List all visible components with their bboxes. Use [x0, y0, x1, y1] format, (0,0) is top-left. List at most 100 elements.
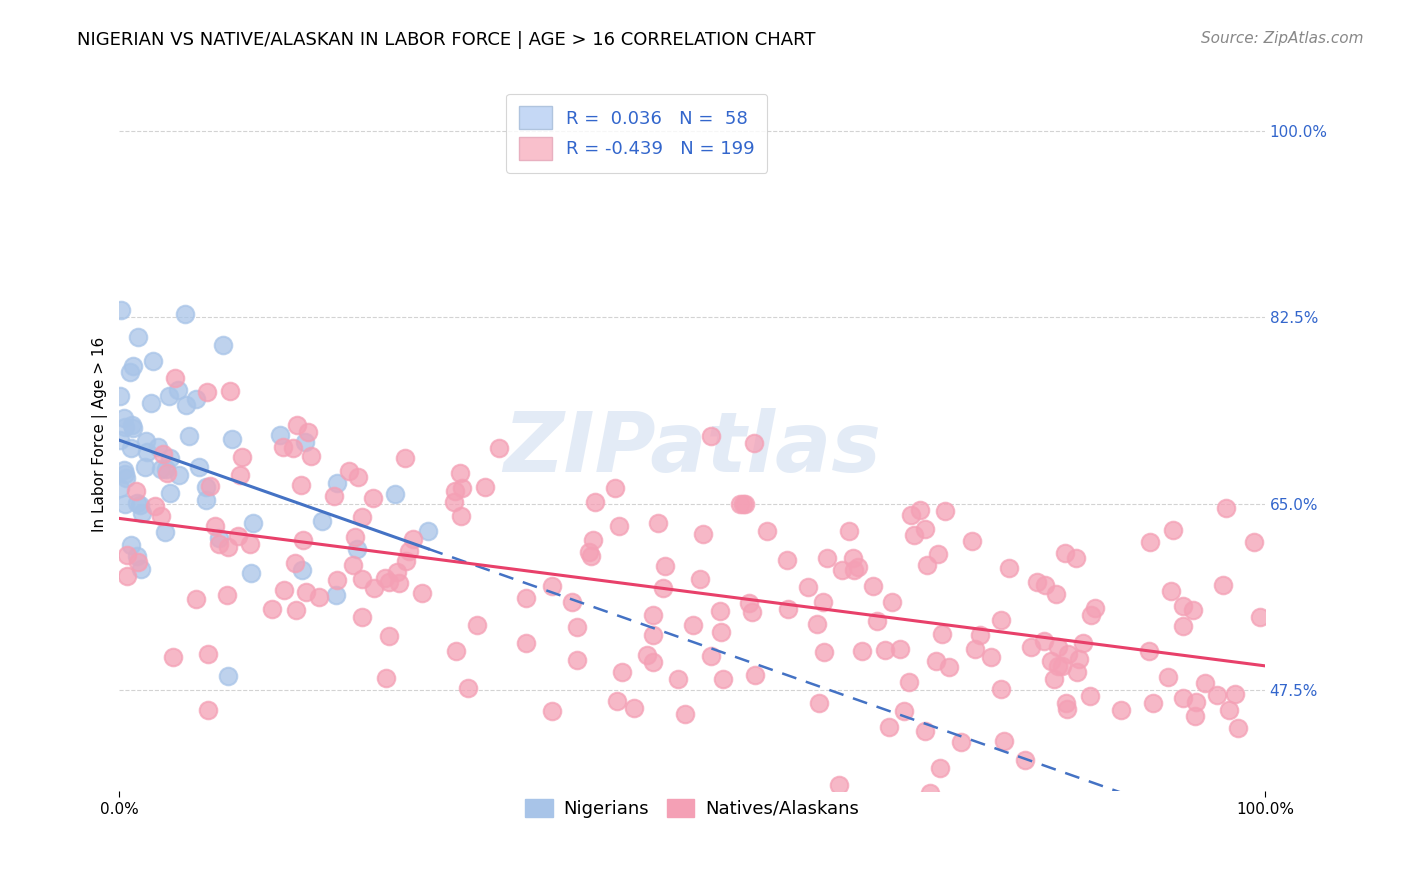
Point [934, 504, 956, 518]
Point [1243, 535, 1265, 549]
Point [136, 445, 159, 459]
Point [1067, 652, 1090, 666]
Point [127, 555, 149, 569]
Point [184, 592, 207, 607]
Point [561, 594, 583, 608]
Point [879, 720, 901, 734]
Point [1226, 722, 1249, 736]
Point [195, 384, 218, 399]
Point [578, 544, 600, 558]
Point [540, 704, 562, 718]
Point [949, 735, 972, 749]
Point [838, 524, 860, 539]
Point [488, 442, 510, 456]
Point [284, 556, 307, 570]
Point [124, 483, 146, 498]
Point [291, 563, 314, 577]
Point [159, 486, 181, 500]
Point [118, 365, 141, 379]
Point [326, 574, 349, 588]
Point [844, 563, 866, 577]
Point [744, 436, 766, 450]
Point [756, 524, 779, 539]
Point [1171, 619, 1194, 633]
Point [914, 724, 936, 739]
Point [115, 569, 138, 583]
Point [411, 585, 433, 599]
Point [851, 644, 873, 658]
Point [1043, 672, 1066, 686]
Point [325, 475, 347, 490]
Point [121, 418, 143, 433]
Point [239, 536, 262, 550]
Point [197, 647, 219, 661]
Point [176, 398, 198, 412]
Point [346, 470, 368, 484]
Point [115, 471, 138, 485]
Point [738, 596, 761, 610]
Point [108, 481, 131, 495]
Point [325, 588, 347, 602]
Text: Source: ZipAtlas.com: Source: ZipAtlas.com [1201, 31, 1364, 46]
Point [352, 572, 374, 586]
Point [709, 604, 731, 618]
Point [515, 591, 537, 605]
Point [880, 594, 903, 608]
Point [219, 384, 242, 398]
Point [846, 560, 869, 574]
Point [352, 510, 374, 524]
Point [689, 572, 711, 586]
Point [605, 481, 627, 495]
Point [1111, 702, 1133, 716]
Point [297, 425, 319, 439]
Point [207, 531, 229, 545]
Point [1184, 709, 1206, 723]
Point [898, 675, 921, 690]
Y-axis label: In Labor Force | Age > 16: In Labor Force | Age > 16 [93, 337, 108, 532]
Point [169, 467, 191, 482]
Point [741, 605, 763, 619]
Point [120, 538, 142, 552]
Point [776, 553, 799, 567]
Point [1014, 753, 1036, 767]
Point [927, 547, 949, 561]
Point [1218, 703, 1240, 717]
Point [607, 519, 630, 533]
Point [1137, 644, 1160, 658]
Point [285, 418, 308, 433]
Point [515, 636, 537, 650]
Point [110, 302, 132, 317]
Point [299, 449, 322, 463]
Point [567, 620, 589, 634]
Point [394, 450, 416, 465]
Text: NIGERIAN VS NATIVE/ALASKAN IN LABOR FORCE | AGE > 16 CORRELATION CHART: NIGERIAN VS NATIVE/ALASKAN IN LABOR FORC… [77, 31, 815, 49]
Point [184, 392, 207, 407]
Point [146, 440, 169, 454]
Point [811, 595, 834, 609]
Point [1033, 577, 1056, 591]
Point [207, 537, 229, 551]
Point [273, 583, 295, 598]
Point [1040, 654, 1063, 668]
Point [900, 508, 922, 522]
Point [866, 615, 889, 629]
Point [384, 487, 406, 501]
Point [623, 700, 645, 714]
Point [283, 441, 305, 455]
Point [337, 464, 360, 478]
Point [908, 503, 931, 517]
Point [114, 467, 136, 482]
Point [1212, 578, 1234, 592]
Point [1056, 701, 1078, 715]
Point [221, 433, 243, 447]
Point [467, 618, 489, 632]
Point [1142, 696, 1164, 710]
Point [925, 654, 948, 668]
Point [582, 533, 605, 548]
Point [815, 551, 838, 566]
Point [150, 462, 173, 476]
Point [931, 627, 953, 641]
Point [1064, 550, 1087, 565]
Point [217, 540, 239, 554]
Point [450, 509, 472, 524]
